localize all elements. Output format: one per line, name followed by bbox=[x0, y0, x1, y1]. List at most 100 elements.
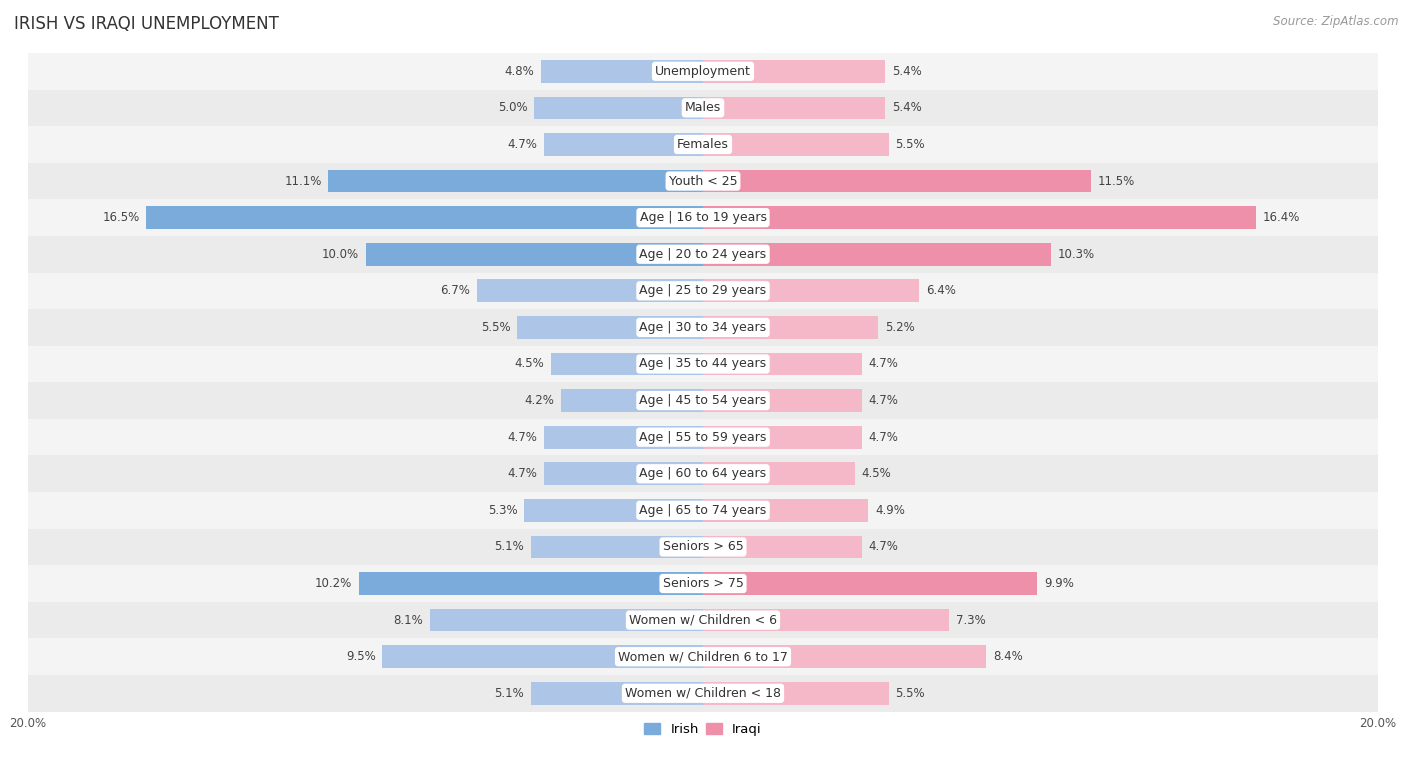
Text: Women w/ Children < 18: Women w/ Children < 18 bbox=[626, 687, 780, 699]
Bar bbox=[561, 389, 703, 412]
Text: 6.4%: 6.4% bbox=[925, 285, 956, 298]
Bar bbox=[703, 97, 886, 119]
Bar bbox=[28, 565, 1378, 602]
Text: Age | 16 to 19 years: Age | 16 to 19 years bbox=[640, 211, 766, 224]
Bar bbox=[28, 53, 1378, 89]
Bar bbox=[531, 682, 703, 705]
Bar bbox=[703, 353, 862, 375]
Text: Age | 65 to 74 years: Age | 65 to 74 years bbox=[640, 504, 766, 517]
Bar bbox=[531, 536, 703, 558]
Text: 5.2%: 5.2% bbox=[886, 321, 915, 334]
Text: 10.0%: 10.0% bbox=[322, 248, 359, 260]
Bar bbox=[28, 163, 1378, 199]
Bar bbox=[541, 60, 703, 83]
Text: 5.5%: 5.5% bbox=[481, 321, 510, 334]
Text: 11.1%: 11.1% bbox=[284, 175, 322, 188]
Text: 4.7%: 4.7% bbox=[869, 540, 898, 553]
Bar bbox=[703, 609, 949, 631]
Bar bbox=[28, 346, 1378, 382]
Bar bbox=[28, 382, 1378, 419]
Bar bbox=[551, 353, 703, 375]
Text: 7.3%: 7.3% bbox=[956, 614, 986, 627]
Bar bbox=[28, 89, 1378, 126]
Text: 4.2%: 4.2% bbox=[524, 394, 554, 407]
Bar bbox=[366, 243, 703, 266]
Text: 16.5%: 16.5% bbox=[103, 211, 139, 224]
Bar bbox=[382, 646, 703, 668]
Bar bbox=[28, 273, 1378, 309]
Bar bbox=[703, 572, 1038, 595]
Bar bbox=[703, 646, 987, 668]
Bar bbox=[703, 133, 889, 156]
Bar bbox=[703, 243, 1050, 266]
Text: Age | 55 to 59 years: Age | 55 to 59 years bbox=[640, 431, 766, 444]
Text: 9.5%: 9.5% bbox=[346, 650, 375, 663]
Bar bbox=[146, 207, 703, 229]
Text: 5.5%: 5.5% bbox=[896, 138, 925, 151]
Bar bbox=[703, 426, 862, 448]
Text: 10.2%: 10.2% bbox=[315, 577, 352, 590]
Text: 4.7%: 4.7% bbox=[869, 394, 898, 407]
Text: 4.9%: 4.9% bbox=[875, 504, 905, 517]
Bar bbox=[329, 170, 703, 192]
Text: Age | 60 to 64 years: Age | 60 to 64 years bbox=[640, 467, 766, 480]
Text: IRISH VS IRAQI UNEMPLOYMENT: IRISH VS IRAQI UNEMPLOYMENT bbox=[14, 15, 278, 33]
Bar bbox=[430, 609, 703, 631]
Text: Seniors > 75: Seniors > 75 bbox=[662, 577, 744, 590]
Text: 4.5%: 4.5% bbox=[515, 357, 544, 370]
Text: 9.9%: 9.9% bbox=[1043, 577, 1074, 590]
Text: 5.1%: 5.1% bbox=[495, 540, 524, 553]
Text: 8.4%: 8.4% bbox=[993, 650, 1024, 663]
Text: Source: ZipAtlas.com: Source: ZipAtlas.com bbox=[1274, 15, 1399, 28]
Bar bbox=[359, 572, 703, 595]
Legend: Irish, Iraqi: Irish, Iraqi bbox=[640, 718, 766, 741]
Bar bbox=[524, 499, 703, 522]
Text: Age | 20 to 24 years: Age | 20 to 24 years bbox=[640, 248, 766, 260]
Text: Males: Males bbox=[685, 101, 721, 114]
Bar bbox=[544, 133, 703, 156]
Text: Women w/ Children < 6: Women w/ Children < 6 bbox=[628, 614, 778, 627]
Bar bbox=[544, 463, 703, 485]
Bar bbox=[28, 456, 1378, 492]
Text: Women w/ Children 6 to 17: Women w/ Children 6 to 17 bbox=[619, 650, 787, 663]
Text: 6.7%: 6.7% bbox=[440, 285, 470, 298]
Text: 5.4%: 5.4% bbox=[891, 65, 922, 78]
Bar bbox=[703, 170, 1091, 192]
Text: 4.8%: 4.8% bbox=[505, 65, 534, 78]
Text: 8.1%: 8.1% bbox=[394, 614, 423, 627]
Text: 4.7%: 4.7% bbox=[869, 357, 898, 370]
Bar bbox=[703, 536, 862, 558]
Bar bbox=[703, 279, 920, 302]
Text: 10.3%: 10.3% bbox=[1057, 248, 1094, 260]
Text: Age | 30 to 34 years: Age | 30 to 34 years bbox=[640, 321, 766, 334]
Text: 11.5%: 11.5% bbox=[1098, 175, 1135, 188]
Text: 4.5%: 4.5% bbox=[862, 467, 891, 480]
Text: 5.3%: 5.3% bbox=[488, 504, 517, 517]
Text: Age | 25 to 29 years: Age | 25 to 29 years bbox=[640, 285, 766, 298]
Bar bbox=[477, 279, 703, 302]
Bar bbox=[703, 316, 879, 338]
Text: 16.4%: 16.4% bbox=[1263, 211, 1301, 224]
Text: Females: Females bbox=[678, 138, 728, 151]
Text: Unemployment: Unemployment bbox=[655, 65, 751, 78]
Bar bbox=[28, 528, 1378, 565]
Bar bbox=[703, 389, 862, 412]
Bar bbox=[28, 602, 1378, 638]
Bar bbox=[28, 419, 1378, 456]
Bar bbox=[28, 638, 1378, 675]
Text: 4.7%: 4.7% bbox=[508, 431, 537, 444]
Bar bbox=[544, 426, 703, 448]
Text: 5.5%: 5.5% bbox=[896, 687, 925, 699]
Text: 4.7%: 4.7% bbox=[508, 138, 537, 151]
Bar bbox=[28, 126, 1378, 163]
Bar bbox=[28, 309, 1378, 346]
Text: 4.7%: 4.7% bbox=[869, 431, 898, 444]
Text: 4.7%: 4.7% bbox=[508, 467, 537, 480]
Bar bbox=[534, 97, 703, 119]
Text: 5.1%: 5.1% bbox=[495, 687, 524, 699]
Bar bbox=[703, 207, 1257, 229]
Text: Youth < 25: Youth < 25 bbox=[669, 175, 737, 188]
Bar bbox=[703, 463, 855, 485]
Text: Seniors > 65: Seniors > 65 bbox=[662, 540, 744, 553]
Bar bbox=[28, 236, 1378, 273]
